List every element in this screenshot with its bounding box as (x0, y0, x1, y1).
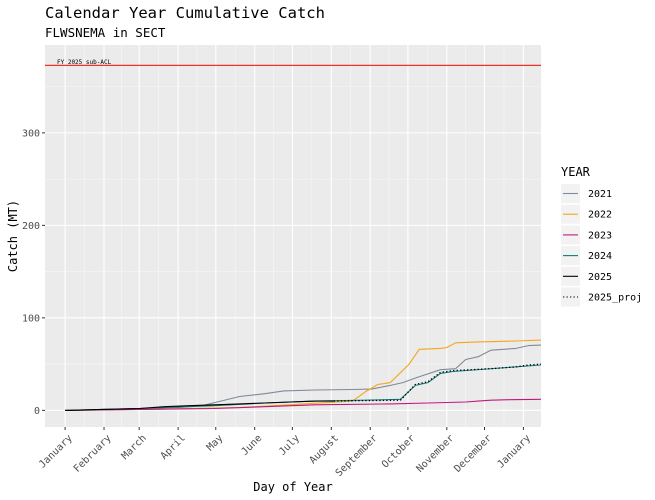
x-tick-label: February (72, 433, 114, 475)
legend-label-2021: 2021 (588, 189, 612, 200)
x-tick-label: April (159, 433, 188, 462)
legend-label-2023: 2023 (588, 230, 612, 241)
legend-label-2022: 2022 (588, 210, 612, 221)
reference-line-label: FY 2025 sub-ACL (57, 59, 112, 66)
x-tick-label: January (37, 433, 75, 471)
x-tick-label: November (415, 433, 457, 475)
series-line-2025_proj (333, 363, 542, 402)
legend-title: YEAR (561, 165, 591, 179)
plot-panel (45, 45, 541, 427)
x-tick-label: October (380, 433, 418, 471)
series-line-2021 (65, 344, 542, 411)
legend-label-2025_proj: 2025_proj (588, 293, 642, 304)
x-tick-label: July (277, 433, 302, 458)
x-tick-label: May (205, 433, 226, 454)
reference-line-group: FY 2025 sub-ACL (45, 59, 541, 66)
x-tick-label: January (495, 433, 533, 471)
series-line-2023 (65, 398, 542, 411)
x-axis-title: Day of Year (253, 480, 332, 494)
y-axis-title: Catch (MT) (6, 200, 20, 272)
y-tick-label: 200 (22, 221, 40, 232)
chart-title: Calendar Year Cumulative Catch (45, 4, 325, 22)
legend-label-2024: 2024 (588, 251, 612, 262)
series-line-2022 (65, 339, 542, 411)
series-line-2025 (65, 400, 334, 411)
x-tick-label: June (240, 433, 265, 458)
series-lines (65, 339, 542, 411)
chart-subtitle: FLWSNEMA in SECT (45, 25, 166, 40)
major-gridlines (45, 45, 541, 427)
minor-gridlines (45, 45, 541, 427)
x-tick-label: March (120, 433, 149, 462)
y-tick-label: 300 (22, 128, 40, 139)
legend: YEAR 2021 2022 2023 2024 2025 2025_proj (561, 165, 642, 307)
x-tick-label: August (308, 433, 341, 466)
y-tick-label: 0 (34, 406, 40, 417)
x-tick-label: December (452, 433, 494, 475)
y-axis: 0 100 200 300 (22, 128, 45, 417)
legend-label-2025: 2025 (588, 272, 612, 283)
x-tick-label: September (334, 433, 380, 479)
y-tick-label: 100 (22, 313, 40, 324)
